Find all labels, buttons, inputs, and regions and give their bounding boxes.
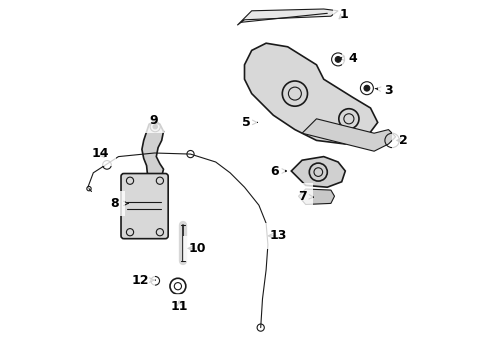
Circle shape <box>335 57 340 62</box>
Polygon shape <box>142 122 163 180</box>
Polygon shape <box>302 119 395 151</box>
Polygon shape <box>244 43 377 144</box>
Text: 13: 13 <box>268 229 287 242</box>
Text: 14: 14 <box>92 147 109 159</box>
Text: 8: 8 <box>110 197 128 210</box>
Polygon shape <box>298 189 334 204</box>
Text: 10: 10 <box>188 242 206 255</box>
Text: 6: 6 <box>269 165 286 177</box>
Text: 5: 5 <box>242 116 257 129</box>
Text: 11: 11 <box>171 300 188 313</box>
Text: 2: 2 <box>396 134 407 147</box>
FancyBboxPatch shape <box>121 174 168 239</box>
Polygon shape <box>237 9 337 25</box>
Text: 7: 7 <box>297 190 313 203</box>
Text: 4: 4 <box>338 52 356 65</box>
Circle shape <box>363 85 369 91</box>
Circle shape <box>153 125 157 129</box>
Polygon shape <box>291 157 345 187</box>
Text: 1: 1 <box>339 8 347 21</box>
Text: 12: 12 <box>131 274 155 287</box>
Text: 3: 3 <box>374 84 392 96</box>
Text: 9: 9 <box>149 114 158 127</box>
